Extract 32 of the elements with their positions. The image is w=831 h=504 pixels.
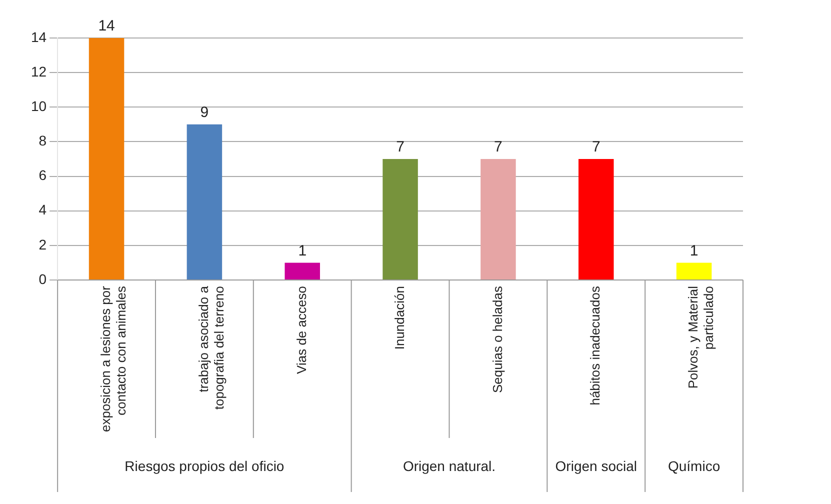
- x-tick-label: exposicion a lesiones por contacto con animales: [98, 285, 129, 432]
- bar: [88, 38, 124, 280]
- y-tick-label: 2: [38, 236, 47, 252]
- bar: [382, 159, 418, 280]
- bar: [578, 159, 614, 280]
- x-tick-label: Vias de acceso: [294, 286, 309, 374]
- x-tick-label: Polvos, y Material particulado: [686, 286, 716, 389]
- data-label: 7: [396, 138, 404, 156]
- y-tick-label: 6: [38, 167, 47, 184]
- bar: [676, 262, 712, 280]
- x-tick-label: hábitos inadecuados: [588, 286, 603, 406]
- text: Origen natural.: [402, 458, 496, 474]
- y-tick-label: 12: [30, 63, 47, 80]
- text: Químico: [668, 458, 720, 474]
- y-tick-label: 10: [30, 98, 47, 114]
- bar: [186, 124, 222, 280]
- text: Riesgos propios del oficio: [124, 458, 284, 474]
- y-tick-label: 0: [38, 270, 47, 287]
- data-label: 7: [494, 138, 502, 156]
- data-label: 14: [98, 18, 115, 35]
- data-label: 1: [298, 242, 307, 260]
- bar: [284, 262, 320, 280]
- data-label: 9: [200, 104, 209, 122]
- y-tick-label: 8: [38, 132, 47, 149]
- x-tick-label: Sequias o heladas: [490, 286, 505, 394]
- y-tick-label: 14: [30, 28, 47, 45]
- bar: [480, 159, 516, 280]
- data-label: 1: [690, 242, 698, 260]
- x-tick-label: Inundación: [392, 286, 407, 350]
- y-tick-label: 4: [38, 202, 47, 218]
- text: Origen social: [555, 458, 637, 474]
- data-label: 7: [592, 138, 600, 156]
